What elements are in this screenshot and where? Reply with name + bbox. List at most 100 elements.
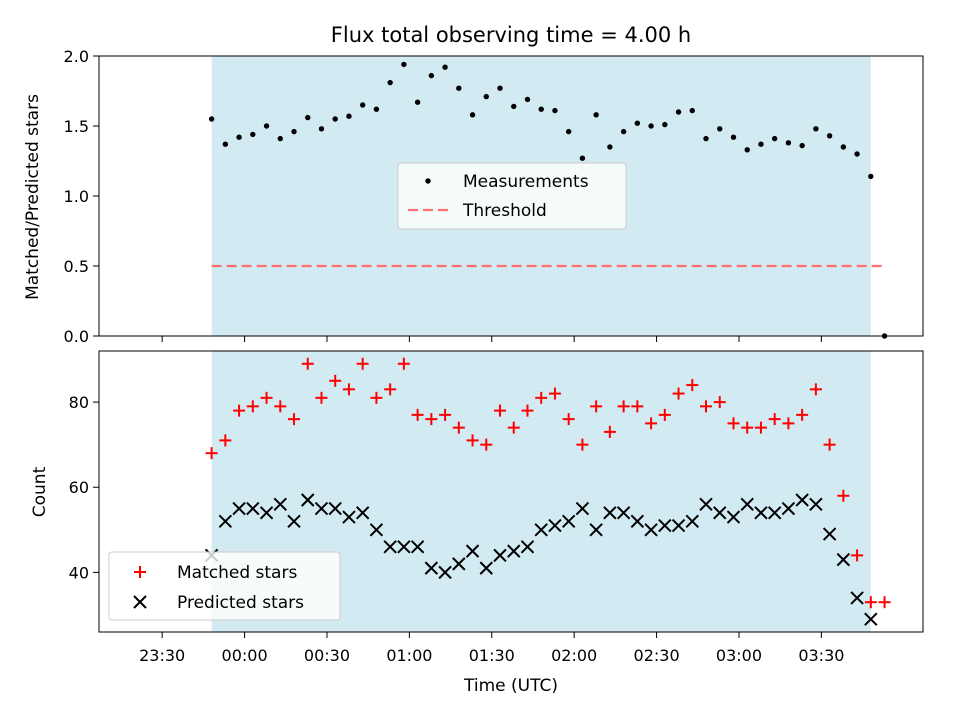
measurement-point xyxy=(675,109,682,115)
measurement-point xyxy=(854,151,860,157)
predicted-star-point xyxy=(273,497,287,511)
measurement-point xyxy=(387,79,393,86)
measurement-point xyxy=(414,99,421,105)
measurement-point xyxy=(456,85,462,91)
matched-star-point xyxy=(246,400,259,413)
predicted-star-point xyxy=(465,544,480,558)
measurement-point xyxy=(771,135,778,142)
measurement-point xyxy=(524,96,531,103)
bottom-x-axis-label: Time (UTC) xyxy=(463,676,558,696)
bottom-y-axis-label: Count xyxy=(30,466,50,517)
predicted-star-point xyxy=(767,506,782,520)
predicted-star-point xyxy=(809,497,823,511)
predicted-star-point xyxy=(410,540,425,554)
measurement-point xyxy=(593,112,599,118)
bottom-x-tick-label-0: 23:30 xyxy=(139,646,185,665)
count-points xyxy=(204,357,891,626)
measurement-point xyxy=(291,128,297,135)
chart-title: Flux total observing time = 4.00 h xyxy=(331,23,691,47)
predicted-star-point xyxy=(520,540,535,554)
bottom-x-tick-label-1: 00:00 xyxy=(222,646,268,665)
matched-star-point xyxy=(356,357,369,370)
bottom-y-tick-label-1: 60 xyxy=(69,478,89,497)
top-y-tick-label-1: 0.5 xyxy=(64,257,89,276)
predicted-star-point xyxy=(397,540,411,554)
matched-star-point xyxy=(425,413,438,426)
measurement-point xyxy=(868,173,874,180)
legend-measurements-marker xyxy=(425,178,431,184)
predicted-star-point xyxy=(328,501,342,516)
predicted-star-point xyxy=(561,514,576,529)
measurement-point xyxy=(250,131,256,138)
matched-star-point xyxy=(260,391,273,404)
bottom-x-tick-label-4: 01:30 xyxy=(469,646,515,665)
matched-star-point xyxy=(603,425,616,438)
measurement-point xyxy=(785,140,792,146)
predicted-star-point xyxy=(479,561,493,575)
matched-star-point xyxy=(384,383,397,396)
predicted-star-point xyxy=(781,501,796,516)
legend-threshold-label: Threshold xyxy=(462,201,547,221)
matched-star-point xyxy=(700,400,713,413)
predicted-star-point xyxy=(246,501,260,516)
measurement-point xyxy=(648,123,654,129)
matched-star-point xyxy=(754,421,767,434)
measurement-point xyxy=(428,72,435,79)
predicted-star-point xyxy=(726,510,741,524)
matched-star-point xyxy=(439,408,452,421)
predicted-star-point xyxy=(259,506,274,520)
bottom-legend: Matched stars Predicted stars xyxy=(108,551,341,621)
predicted-star-point xyxy=(548,518,562,533)
matched-star-point xyxy=(864,596,877,609)
predicted-star-point xyxy=(575,501,590,516)
predicted-star-point xyxy=(218,514,233,529)
predicted-star-point xyxy=(713,506,727,520)
predicted-star-point xyxy=(795,493,809,507)
matched-star-point xyxy=(452,421,465,434)
legend-predicted-label: Predicted stars xyxy=(177,593,304,613)
predicted-star-point xyxy=(301,493,315,507)
predicted-star-point xyxy=(314,501,329,516)
measurement-point xyxy=(497,85,503,91)
matched-star-point xyxy=(370,391,383,404)
matched-star-point xyxy=(301,357,314,370)
measurement-point xyxy=(717,126,723,132)
measurement-point xyxy=(373,106,380,112)
top-legend: Measurements Threshold xyxy=(397,162,627,230)
predicted-star-point xyxy=(754,506,768,520)
predicted-star-point xyxy=(287,514,301,529)
matched-star-point xyxy=(617,400,630,413)
measurement-point xyxy=(703,135,709,142)
matched-star-point xyxy=(233,404,246,417)
measurement-point xyxy=(744,147,750,153)
legend-measurements-label: Measurements xyxy=(463,172,589,192)
top-y-tick-label-0: 0.0 xyxy=(64,327,89,346)
matched-star-point xyxy=(645,417,658,430)
measurement-points xyxy=(208,61,888,339)
measurement-point xyxy=(236,134,242,140)
measurement-point xyxy=(511,103,517,110)
matched-star-point xyxy=(480,438,493,451)
top-y-tick-label-3: 1.5 xyxy=(64,117,89,136)
matched-star-point xyxy=(658,408,671,421)
matched-star-point xyxy=(768,413,781,426)
matched-star-point xyxy=(837,489,850,502)
matched-star-point xyxy=(411,408,424,421)
matched-star-point xyxy=(329,374,342,387)
measurement-point xyxy=(538,106,544,112)
measurement-point xyxy=(813,126,819,132)
measurement-point xyxy=(579,155,586,161)
matched-star-point xyxy=(809,383,822,396)
matched-star-point xyxy=(672,387,685,400)
matched-star-point xyxy=(782,417,795,430)
bottom-x-tick-label-3: 01:00 xyxy=(386,646,432,665)
measurement-point xyxy=(799,142,805,149)
bottom-y-tick-label-2: 80 xyxy=(69,393,89,412)
top-y-tick-label-2: 1.0 xyxy=(64,187,89,206)
measurement-point xyxy=(222,141,229,147)
matched-star-point xyxy=(851,549,864,562)
matched-star-point xyxy=(576,438,589,451)
predicted-star-point xyxy=(740,497,754,511)
bottom-x-ticks: 23:30 00:00 00:30 01:00 01:30 02:00 02:30 03:00… xyxy=(139,632,844,665)
matched-star-point xyxy=(741,421,754,434)
